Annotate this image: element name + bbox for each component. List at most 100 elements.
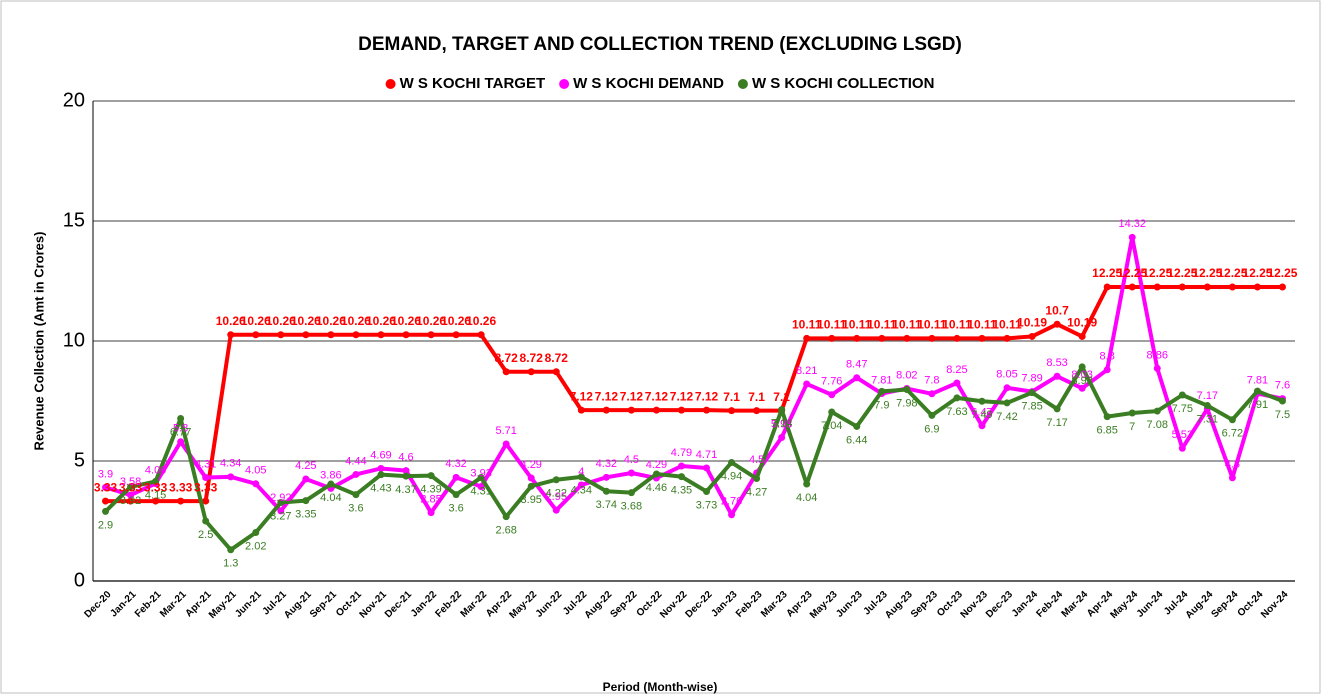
point [477,474,485,482]
legend-marker [385,79,396,89]
point [878,387,886,395]
data-label: 3.93 [470,468,491,480]
point [1178,283,1186,291]
data-label: 4.27 [746,486,767,498]
point [502,513,510,521]
data-label: 3.33 [144,480,168,494]
data-label: 10.11 [917,318,947,332]
data-label: 8.92 [1071,375,1092,387]
point [427,472,435,480]
data-label: 4.32 [596,458,617,470]
data-label: 12.25 [1267,266,1297,280]
point [953,379,961,387]
point [703,406,711,414]
data-label: 4.37 [395,484,416,496]
data-label: 10.11 [992,318,1022,332]
point [928,411,936,419]
point [252,331,260,339]
data-label: 10.26 [266,314,296,328]
data-label: 7.04 [821,420,842,432]
data-label: 8.25 [946,364,967,376]
data-label: 7 [1129,421,1135,433]
point [1128,409,1136,417]
point [352,470,360,478]
legend-label: W S KOCHI DEMAND [573,75,724,92]
point [102,497,110,505]
data-label: 3.86 [320,469,341,481]
data-label: 5.98 [771,418,792,430]
data-label: 2.68 [495,525,516,537]
point [1003,399,1011,407]
data-label: 6.85 [1096,425,1117,437]
point [502,440,510,448]
point [177,415,185,423]
data-label: 4.79 [671,447,692,459]
data-label: 10.11 [792,318,822,332]
data-label: 7.81 [1247,374,1268,386]
point [652,470,660,478]
data-label: 3.68 [621,501,642,513]
point [1053,372,1061,380]
data-label: 3.95 [521,494,542,506]
point [177,497,185,505]
data-label: 12.25 [1142,266,1172,280]
data-label: 7.75 [1172,403,1193,415]
data-label: 10.11 [867,318,897,332]
point [327,480,335,488]
data-label: 4.06 [145,464,166,476]
data-label: 10.11 [967,318,997,332]
point [753,407,761,415]
data-label: 6.77 [170,426,191,438]
point [127,483,135,491]
data-label: 4.29 [646,459,667,471]
point [352,491,360,499]
data-label: 6.9 [924,423,939,435]
data-label: 10.19 [1017,316,1047,330]
point [452,491,460,499]
point [277,499,285,507]
point [277,331,285,339]
point [627,469,635,477]
data-label: 4.15 [145,489,166,501]
data-label: 4.22 [546,488,567,500]
series-line [104,235,1283,517]
data-label: 7.12 [645,389,669,403]
point [327,331,335,339]
point [452,331,460,339]
data-label: 4 [578,466,584,478]
data-label: 12.25 [1117,266,1147,280]
data-label: 3.33 [94,480,118,494]
point [903,334,911,342]
point [803,334,811,342]
data-label: 3.6 [448,503,463,515]
data-label: 1.3 [223,558,238,570]
data-label: 8.05 [996,369,1017,381]
data-label: 7.12 [570,389,594,403]
point [302,331,310,339]
legend: W S KOCHI TARGET W S KOCHI DEMAND W S KOCH… [385,75,934,92]
data-label: 7.1 [748,390,765,404]
data-label: 2.92 [270,492,291,504]
point [427,331,435,339]
point [202,517,210,525]
data-label: 10.26 [366,314,396,328]
data-label: 4.46 [646,482,667,494]
data-label: 6.47 [971,407,992,419]
point [1153,283,1161,291]
point [1103,413,1111,421]
point [1003,334,1011,342]
point [803,380,811,388]
point [1128,283,1136,291]
data-label: 10.26 [216,314,246,328]
data-label: 4.34 [220,458,241,470]
point [1053,320,1061,328]
point [227,473,235,481]
point [677,473,685,481]
point [177,438,185,446]
data-label: 8.03 [1071,369,1092,381]
point [728,407,736,415]
data-label: 7.17 [1046,417,1067,429]
legend-marker [559,79,570,89]
data-label: 7.08 [1147,419,1168,431]
data-label: 7.76 [821,376,842,388]
